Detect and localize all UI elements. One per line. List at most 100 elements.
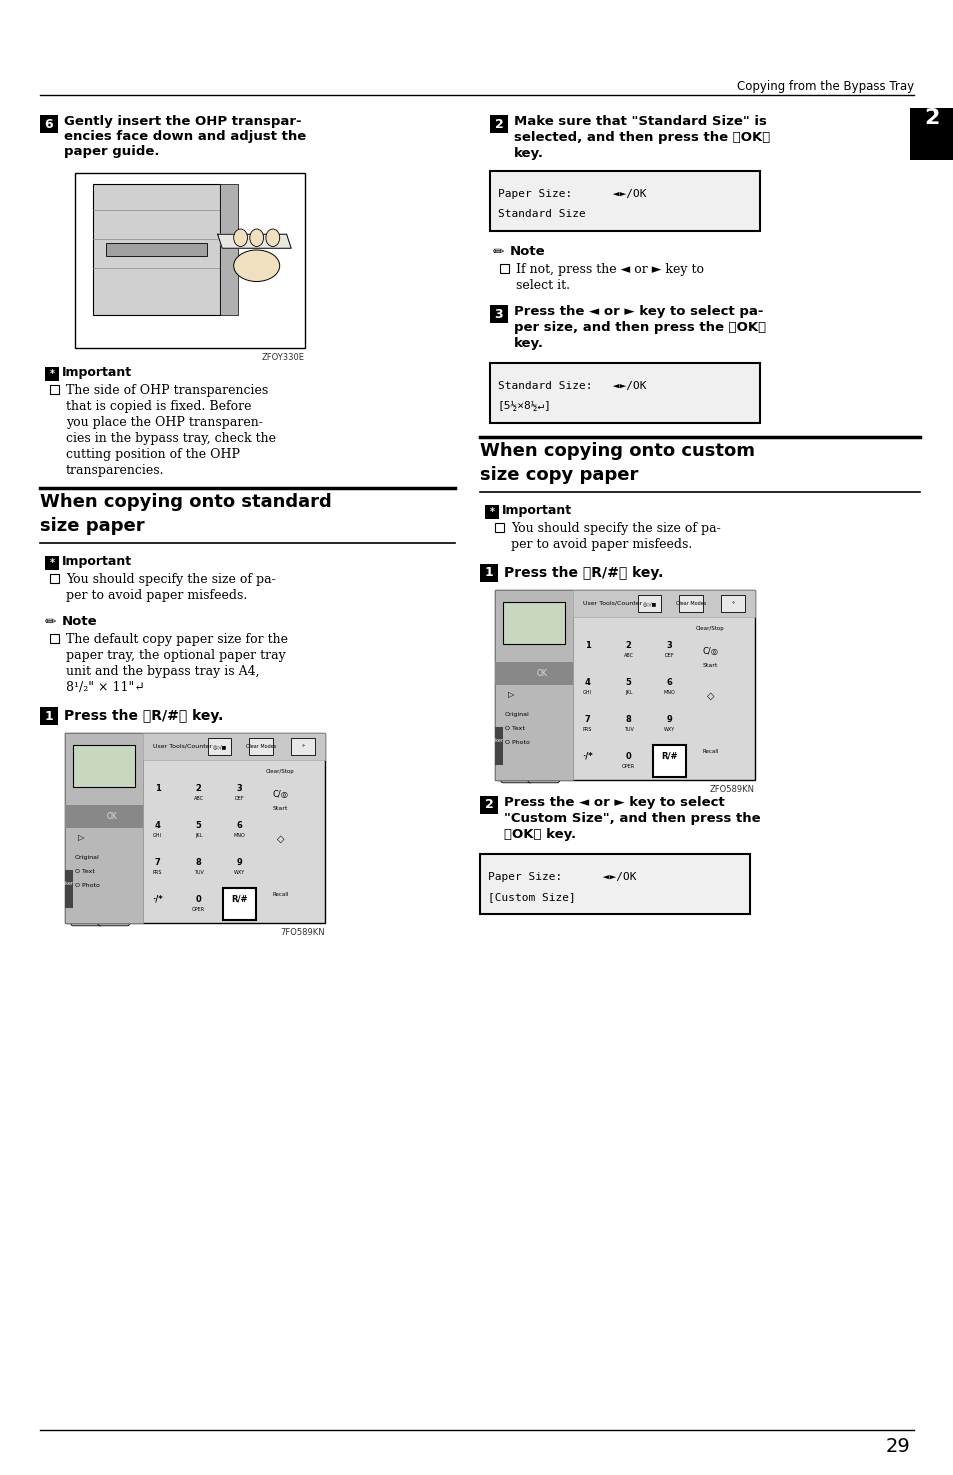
Text: transparencies.: transparencies. xyxy=(66,465,164,476)
Circle shape xyxy=(262,777,298,813)
Text: 7: 7 xyxy=(154,857,160,867)
Bar xyxy=(499,264,509,273)
Bar xyxy=(495,524,503,532)
Text: ▷: ▷ xyxy=(77,833,84,842)
Text: R/#: R/# xyxy=(660,752,677,761)
Circle shape xyxy=(223,814,255,847)
Bar xyxy=(479,854,749,914)
Bar xyxy=(502,602,564,643)
Text: ▷: ▷ xyxy=(507,690,514,699)
Circle shape xyxy=(653,671,685,704)
Bar xyxy=(479,563,497,583)
Text: O Photo: O Photo xyxy=(504,739,529,745)
Bar xyxy=(495,727,502,766)
Text: Start: Start xyxy=(702,662,718,668)
Text: paper tray, the optional paper tray: paper tray, the optional paper tray xyxy=(66,649,286,662)
Circle shape xyxy=(501,686,519,704)
Text: [Custom Size]: [Custom Size] xyxy=(488,892,576,903)
Text: ◎◇/■: ◎◇/■ xyxy=(641,600,656,606)
Text: 8¹/₂" × 11"↵: 8¹/₂" × 11"↵ xyxy=(66,681,145,695)
Text: Press the ◄ or ► key to select: Press the ◄ or ► key to select xyxy=(503,796,724,808)
Text: OK: OK xyxy=(106,813,117,822)
Bar xyxy=(40,115,58,133)
FancyBboxPatch shape xyxy=(500,766,532,783)
Text: MNO: MNO xyxy=(233,833,245,838)
Text: Original: Original xyxy=(504,711,529,717)
Bar xyxy=(720,594,744,612)
Bar xyxy=(490,305,507,323)
Circle shape xyxy=(182,814,214,847)
Text: ZFOY330E: ZFOY330E xyxy=(262,353,305,361)
Text: key.: key. xyxy=(514,148,543,159)
Circle shape xyxy=(653,634,685,667)
Text: 0: 0 xyxy=(625,752,631,761)
Text: GHI: GHI xyxy=(152,833,162,838)
Circle shape xyxy=(612,708,644,740)
Text: cies in the bypass tray, check the: cies in the bypass tray, check the xyxy=(66,432,275,445)
Text: 29: 29 xyxy=(884,1437,909,1456)
Text: Clear Modes: Clear Modes xyxy=(676,600,705,606)
Circle shape xyxy=(612,745,644,777)
Text: Paper Size:      ◄►/OK: Paper Size: ◄►/OK xyxy=(488,872,636,882)
Circle shape xyxy=(71,829,90,847)
Text: Important: Important xyxy=(62,366,132,379)
Text: You should specify the size of pa-: You should specify the size of pa- xyxy=(511,522,720,535)
Text: 3: 3 xyxy=(236,783,242,792)
Circle shape xyxy=(571,634,603,667)
Text: TUV: TUV xyxy=(193,870,203,875)
Ellipse shape xyxy=(266,229,279,246)
Text: TUV: TUV xyxy=(623,727,633,732)
Text: 7: 7 xyxy=(584,715,590,724)
Text: 3: 3 xyxy=(495,307,503,320)
Text: unit and the bypass tray is A4,: unit and the bypass tray is A4, xyxy=(66,665,259,678)
Text: 5: 5 xyxy=(625,677,631,687)
Text: size paper: size paper xyxy=(40,518,145,535)
Text: per to avoid paper misfeeds.: per to avoid paper misfeeds. xyxy=(66,589,247,602)
Text: 5: 5 xyxy=(195,820,201,829)
Text: ·/*: ·/* xyxy=(152,895,163,904)
Circle shape xyxy=(141,777,173,810)
Text: If not, press the ◄ or ► key to: If not, press the ◄ or ► key to xyxy=(516,263,703,276)
Bar xyxy=(490,363,760,423)
Text: size copy paper: size copy paper xyxy=(479,466,638,484)
Text: R/#: R/# xyxy=(231,895,248,904)
Text: ABC: ABC xyxy=(193,796,203,801)
Circle shape xyxy=(182,888,214,920)
Text: Press the 《R/#》 key.: Press the 《R/#》 key. xyxy=(503,566,662,580)
Text: O Photo: O Photo xyxy=(75,882,100,888)
Text: Copying from the Bypass Tray: Copying from the Bypass Tray xyxy=(736,80,913,93)
Bar xyxy=(653,745,685,777)
Circle shape xyxy=(530,686,552,708)
Bar xyxy=(65,870,73,907)
Text: User Tools/Counter: User Tools/Counter xyxy=(152,743,212,749)
Ellipse shape xyxy=(250,229,263,246)
Bar xyxy=(40,707,58,726)
Text: WXY: WXY xyxy=(663,727,675,732)
Bar xyxy=(291,738,314,755)
Text: JKL: JKL xyxy=(624,690,632,695)
Circle shape xyxy=(223,851,255,884)
Text: 3: 3 xyxy=(666,640,672,649)
Text: JKL: JKL xyxy=(194,833,202,838)
Text: GHI: GHI xyxy=(582,690,592,695)
Circle shape xyxy=(612,634,644,667)
Text: Important: Important xyxy=(501,504,572,518)
Bar xyxy=(679,594,702,612)
Text: Make sure that "Standard Size" is: Make sure that "Standard Size" is xyxy=(514,115,766,128)
Text: The side of OHP transparencies: The side of OHP transparencies xyxy=(66,384,268,397)
Text: Important: Important xyxy=(62,555,132,568)
Bar xyxy=(490,171,760,232)
Circle shape xyxy=(141,851,173,884)
Circle shape xyxy=(692,634,727,670)
Circle shape xyxy=(571,745,603,777)
Text: Recall: Recall xyxy=(701,749,718,754)
Text: O Text: O Text xyxy=(504,726,524,730)
Ellipse shape xyxy=(233,229,247,246)
Bar xyxy=(223,888,255,920)
Bar xyxy=(106,242,207,255)
Text: Press the 《R/#》 key.: Press the 《R/#》 key. xyxy=(64,709,223,723)
Text: OPER: OPER xyxy=(621,764,635,770)
Bar xyxy=(50,634,59,643)
Text: 1: 1 xyxy=(584,640,590,649)
Text: PRS: PRS xyxy=(152,870,162,875)
